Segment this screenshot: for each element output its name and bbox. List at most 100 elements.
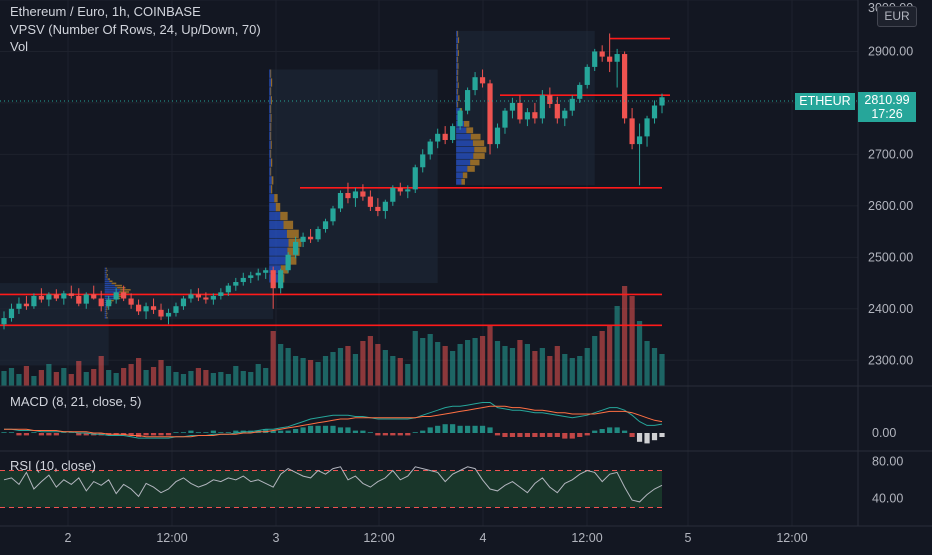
volume-profile-row: [119, 291, 130, 293]
macd-histogram-bar: [360, 430, 366, 433]
macd-histogram-bar: [195, 432, 202, 433]
volume-profile-row: [457, 50, 459, 57]
volume-bar: [8, 368, 15, 386]
macd-axis-label: 0.00: [872, 426, 896, 440]
volume-profile-row: [270, 131, 272, 141]
volume-bar: [158, 360, 164, 386]
volume-profile-row: [456, 69, 458, 76]
price-axis-label: 2300.00: [868, 353, 913, 367]
volume-profile-row: [104, 267, 106, 270]
volume-bar: [547, 356, 553, 386]
volume-profile-boxes: [0, 30, 595, 366]
volume-bar: [113, 373, 119, 386]
rsi-legend[interactable]: RSI (10, close): [10, 458, 96, 473]
candle-body: [46, 294, 52, 300]
volume-bar: [330, 352, 336, 386]
volume-profile-row: [457, 88, 459, 95]
volume-legend[interactable]: Vol: [10, 39, 29, 54]
volume-profile-row: [120, 289, 131, 291]
volume-profile-row: [269, 265, 281, 274]
candle-body: [210, 295, 216, 300]
macd-histogram-bar: [442, 424, 448, 433]
volume-bar: [188, 371, 194, 386]
macd-histogram-bar: [644, 433, 650, 444]
candle-body: [31, 295, 37, 307]
volume-profile-row: [106, 316, 108, 319]
candle-body: [397, 187, 403, 192]
macd-line: [4, 402, 663, 439]
candle-body: [577, 84, 583, 99]
volume-bar: [427, 334, 433, 386]
macd-histogram-bar: [420, 430, 426, 433]
macd-histogram-bar: [68, 432, 74, 433]
macd-histogram-bar: [412, 432, 418, 433]
volume-bar: [659, 354, 665, 386]
macd-histogram-bar: [300, 427, 306, 433]
volume-profile-row: [105, 271, 107, 274]
candle-body: [76, 295, 82, 304]
volume-bar: [16, 374, 22, 386]
candle-body: [412, 167, 418, 190]
volume-bar: [23, 366, 30, 386]
macd-histogram-bar: [53, 433, 59, 436]
candle-body: [188, 294, 194, 299]
volume-profile-row: [270, 78, 273, 87]
rsi-axis[interactable]: 80.00 40.00: [872, 454, 903, 505]
volume-bar: [352, 354, 359, 386]
volume-profile-row: [269, 194, 275, 203]
volume-bar: [375, 344, 381, 386]
candle-body: [636, 136, 643, 145]
volume-profile-row: [271, 185, 273, 194]
volume-bar: [300, 358, 306, 386]
macd-histogram-bar: [225, 432, 231, 433]
volume-bar: [195, 368, 202, 386]
volume-bar: [1, 371, 7, 386]
volume-bar: [135, 358, 142, 386]
macd-histogram-bar: [180, 432, 187, 433]
vpsv-legend[interactable]: VPSV (Number Of Rows, 24, Up/Down, 70): [10, 22, 261, 37]
price-axis-label: 2600.00: [868, 199, 913, 213]
volume-bar: [263, 368, 269, 386]
macd-histogram-bar: [539, 433, 545, 437]
currency-button[interactable]: EUR: [877, 6, 917, 27]
volume-profile-row: [270, 149, 272, 158]
volume-profile-row: [474, 146, 487, 153]
price-axis-label: 2900.00: [868, 44, 913, 58]
volume-bar: [98, 356, 104, 386]
time-axis[interactable]: 2 12:00 3 12:00 4 12:00 5 12:00: [65, 531, 808, 545]
volume-profile-row: [105, 310, 107, 313]
volume-bar: [629, 296, 635, 386]
candle-body: [502, 110, 508, 128]
macd-legend[interactable]: MACD (8, 21, close, 5): [10, 394, 142, 409]
volume-profile-row: [104, 278, 108, 280]
volume-profile-row: [115, 284, 122, 287]
candle-body: [622, 54, 628, 119]
volume-profile-row: [269, 122, 271, 132]
volume-profile-row: [456, 133, 471, 140]
volume-profile-row: [270, 87, 272, 96]
volume-bar: [337, 348, 344, 386]
horizontal-levels[interactable]: [0, 37, 670, 327]
volume-bar: [322, 356, 329, 386]
volume-bar: [479, 336, 486, 386]
macd-histogram-bar: [278, 430, 284, 433]
price-axis[interactable]: 3000.002900.002800.002700.002600.002500.…: [868, 1, 913, 367]
macd-histogram-bar: [307, 425, 314, 433]
candle-body: [330, 208, 336, 222]
volume-profile-row: [104, 274, 107, 276]
volume-profile-row: [280, 211, 288, 221]
volume-bar: [150, 367, 157, 386]
symbol-legend[interactable]: Ethereum / Euro, 1h, COINBASE: [10, 4, 201, 19]
candle-body: [322, 221, 329, 230]
volume-bar: [509, 348, 516, 386]
macd-axis[interactable]: 0.00: [872, 426, 896, 440]
candle-body: [106, 299, 112, 307]
volume-profile-row: [456, 165, 468, 172]
volume-bar: [651, 348, 658, 386]
time-axis-label: 5: [685, 531, 692, 545]
volume-bar: [345, 346, 351, 386]
candle-body: [255, 272, 261, 276]
macd-histogram-bar: [188, 430, 194, 433]
candle-body: [165, 312, 172, 317]
